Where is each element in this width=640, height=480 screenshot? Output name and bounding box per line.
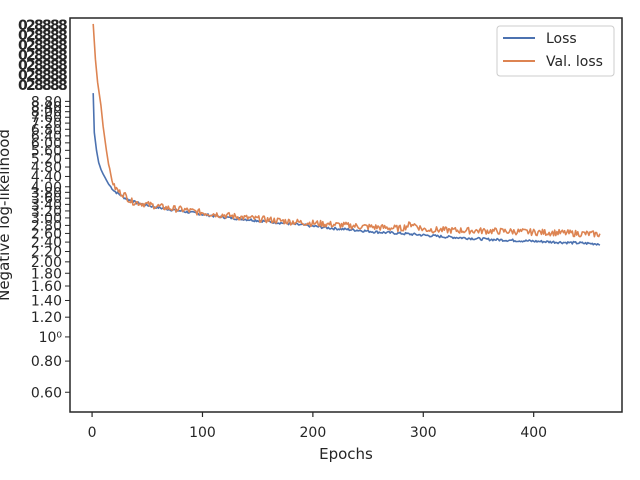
y-crowded-label: 8 bbox=[42, 68, 52, 84]
y-crowded-label: 8 bbox=[34, 48, 44, 64]
y-tick-label: 2.80 bbox=[31, 218, 62, 234]
y-tick-label: 7.60 bbox=[31, 110, 62, 126]
legend-label-loss: Loss bbox=[546, 31, 577, 47]
y-tick-label: 7.20 bbox=[31, 116, 62, 132]
y-crowded-label: 2 bbox=[26, 78, 36, 94]
series-lines bbox=[92, 23, 601, 246]
y-tick-label: 6.40 bbox=[31, 129, 62, 145]
x-tick-label: 400 bbox=[520, 425, 547, 441]
y-tick-label: 1.20 bbox=[31, 310, 62, 326]
y-tick-label: 1.80 bbox=[31, 266, 62, 282]
y-crowded-label: 8 bbox=[58, 48, 68, 64]
y-crowded-label: 8 bbox=[42, 58, 52, 74]
y-crowded-label: 2 bbox=[26, 48, 36, 64]
y-crowded-label: 0 bbox=[18, 28, 28, 44]
y-crowded-label: 2 bbox=[26, 38, 36, 54]
y-tick-label: 3.40 bbox=[31, 197, 62, 213]
y-crowded-label: 8 bbox=[50, 38, 60, 54]
y-crowded-label: 0 bbox=[18, 68, 28, 84]
y-crowded-label: 8 bbox=[58, 58, 68, 74]
y-tick-label: 0.80 bbox=[31, 354, 62, 370]
y-crowded-label: 8 bbox=[42, 48, 52, 64]
y-crowded-label: 8 bbox=[58, 78, 68, 94]
x-tick-label: 100 bbox=[189, 425, 216, 441]
y-crowded-label: 8 bbox=[58, 18, 68, 34]
y-crowded-label: 2 bbox=[26, 68, 36, 84]
y-crowded-label: 2 bbox=[26, 28, 36, 44]
y-crowded-label: 8 bbox=[42, 28, 52, 44]
x-tick-label: 200 bbox=[300, 425, 327, 441]
y-tick-label: 1.40 bbox=[31, 293, 62, 309]
y-tick-label: 4.00 bbox=[31, 180, 62, 196]
y-crowded-label: 8 bbox=[34, 78, 44, 94]
y-crowded-tick-labels: 0288880288880288880288880288880288880288… bbox=[18, 18, 68, 94]
y-tick-label: 4.40 bbox=[31, 169, 62, 185]
y-crowded-label: 8 bbox=[50, 18, 60, 34]
y-tick-label: 2.40 bbox=[31, 235, 62, 251]
y-tick-label: 1.60 bbox=[31, 279, 62, 295]
y-tick-label: 3.00 bbox=[31, 211, 62, 227]
x-tick-label: 0 bbox=[88, 425, 97, 441]
y-tick-label: 8.80 bbox=[31, 94, 62, 110]
y-crowded-label: 8 bbox=[34, 18, 44, 34]
y-crowded-label: 8 bbox=[50, 58, 60, 74]
plot-frame bbox=[69, 17, 623, 413]
y-tick-label: 6.00 bbox=[31, 136, 62, 152]
legend-label-val-loss: Val. loss bbox=[546, 54, 603, 70]
legend: Loss Val. loss bbox=[496, 25, 615, 77]
val-loss-line bbox=[92, 23, 601, 238]
y-crowded-label: 8 bbox=[42, 18, 52, 34]
y-tick-label: 3.60 bbox=[31, 191, 62, 207]
y-crowded-label: 8 bbox=[58, 68, 68, 84]
x-tick-label: 300 bbox=[410, 425, 437, 441]
y-crowded-label: 8 bbox=[34, 28, 44, 44]
y-crowded-label: 8 bbox=[42, 78, 52, 94]
y-crowded-label: 8 bbox=[34, 38, 44, 54]
y-tick-label: 2.00 bbox=[31, 255, 62, 271]
y-axis-label: Negative log-likelihood bbox=[0, 129, 13, 301]
y-tick-label: 4.80 bbox=[31, 160, 62, 176]
y-crowded-label: 0 bbox=[18, 48, 28, 64]
y-crowded-label: 8 bbox=[34, 68, 44, 84]
y-tick-label: 0.60 bbox=[31, 385, 62, 401]
y-tick-label: 8.40 bbox=[31, 99, 62, 115]
y-tick-label: 5.60 bbox=[31, 143, 62, 159]
y-crowded-label: 0 bbox=[18, 18, 28, 34]
y-crowded-label: 8 bbox=[50, 68, 60, 84]
y-crowded-label: 8 bbox=[50, 78, 60, 94]
y-tick-label: 5.20 bbox=[31, 151, 62, 167]
y-tick-label: 8.00 bbox=[31, 105, 62, 121]
y-crowded-label: 2 bbox=[26, 18, 36, 34]
y-crowded-label: 8 bbox=[34, 58, 44, 74]
y-crowded-label: 8 bbox=[58, 28, 68, 44]
y-tick-label: 10⁰ bbox=[39, 330, 63, 346]
x-axis-label: Epochs bbox=[319, 445, 373, 463]
y-crowded-label: 0 bbox=[18, 58, 28, 74]
y-tick-label: 2.20 bbox=[31, 245, 62, 261]
y-tick-label: 2.60 bbox=[31, 226, 62, 242]
y-crowded-label: 8 bbox=[58, 38, 68, 54]
y-tick-label: 6.80 bbox=[31, 122, 62, 138]
y-crowded-label: 0 bbox=[18, 38, 28, 54]
y-crowded-label: 8 bbox=[50, 48, 60, 64]
y-crowded-label: 2 bbox=[26, 58, 36, 74]
y-crowded-label: 8 bbox=[50, 28, 60, 44]
y-crowded-label: 0 bbox=[18, 78, 28, 94]
y-crowded-label: 8 bbox=[42, 38, 52, 54]
y-tick-label: 3.20 bbox=[31, 204, 62, 220]
y-tick-label: 3.80 bbox=[31, 185, 62, 201]
x-axis-ticks: 0 100 200 300 400 bbox=[88, 412, 547, 441]
y-axis-ticks: 0.60 0.80 10⁰ 1.201.401.601.802.002.202.402… bbox=[31, 94, 70, 401]
